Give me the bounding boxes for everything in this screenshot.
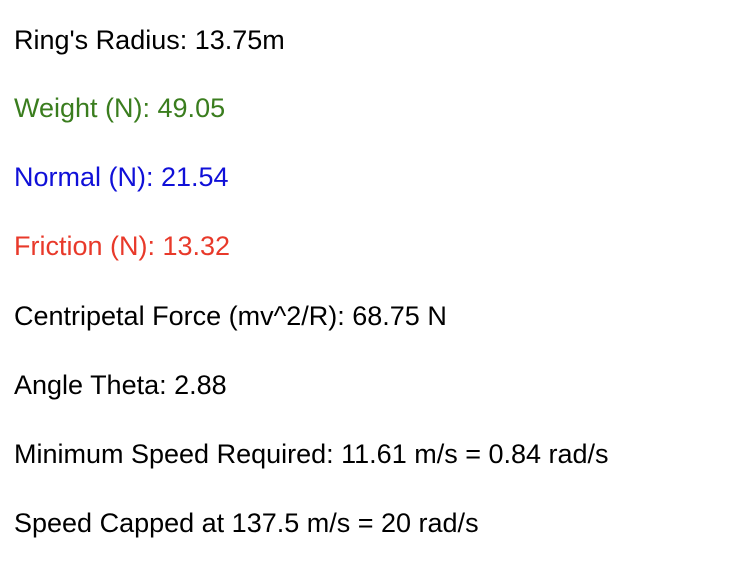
angle-theta-readout: Angle Theta: 2.88 — [14, 370, 227, 400]
friction-readout: Friction (N): 13.32 — [14, 231, 231, 261]
speed-cap-readout: Speed Capped at 137.5 m/s = 20 rad/s — [14, 508, 479, 538]
centripetal-force-readout: Centripetal Force (mv^2/R): 68.75 N — [14, 301, 447, 331]
ring-radius-readout: Ring's Radius: 13.75m — [14, 25, 285, 55]
weight-readout: Weight (N): 49.05 — [14, 93, 226, 123]
minimum-speed-readout: Minimum Speed Required: 11.61 m/s = 0.84… — [14, 439, 609, 469]
normal-force-readout: Normal (N): 21.54 — [14, 162, 229, 192]
